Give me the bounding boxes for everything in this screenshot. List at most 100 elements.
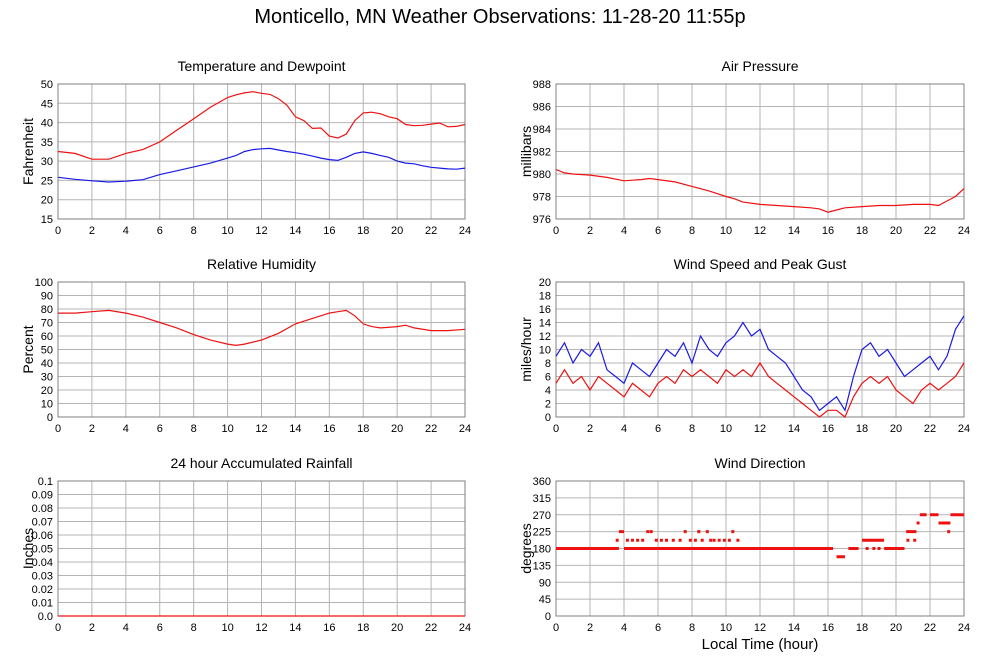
direction-direction-point — [678, 538, 682, 542]
temp-ytick-label: 50 — [41, 79, 53, 91]
pressure-ytick-label: 976 — [533, 214, 551, 226]
rain-xtick-label: 24 — [459, 622, 471, 634]
direction-direction-point — [615, 538, 619, 542]
pressure-title: Air Pressure — [721, 58, 798, 74]
wind-ytick-label: 0 — [545, 412, 551, 424]
pressure-ytick-label: 984 — [533, 124, 551, 136]
direction-direction-point — [697, 530, 701, 534]
direction-direction-point — [705, 530, 709, 534]
humidity-ytick-label: 70 — [41, 318, 53, 330]
page-title: Monticello, MN Weather Observations: 11-… — [254, 6, 746, 28]
direction-xtick-label: 10 — [720, 622, 732, 634]
direction-direction-point — [872, 547, 876, 550]
humidity-frame — [57, 281, 466, 418]
wind-xtick-label: 12 — [754, 423, 766, 435]
wind-title: Wind Speed and Peak Gust — [674, 256, 847, 272]
direction-ytick-label: 180 — [533, 544, 551, 556]
rain-ytick-label: 0.06 — [32, 530, 53, 542]
humidity-xtick-label: 22 — [425, 423, 437, 435]
rain-ytick-label: 0.05 — [32, 544, 53, 556]
direction-title: Wind Direction — [714, 455, 805, 471]
direction-xtick-label: 12 — [754, 622, 766, 634]
rain-xtick-label: 20 — [391, 622, 403, 634]
pressure-xtick-label: 22 — [924, 225, 936, 237]
humidity-title: Relative Humidity — [207, 256, 316, 272]
humidity-ytick-label: 100 — [35, 277, 53, 289]
direction-ytick-label: 225 — [533, 527, 551, 539]
wind-xtick-label: 14 — [788, 423, 800, 435]
pressure-ylabel: millibars — [518, 126, 534, 177]
direction-xtick-label: 0 — [553, 622, 559, 634]
wind-series-1-line — [555, 361, 965, 418]
wind-ytick-label: 18 — [539, 291, 551, 303]
direction-direction-point — [654, 538, 658, 542]
temp-ylabel: Fahrenheit — [20, 118, 36, 185]
direction-xtick-label: 8 — [689, 622, 695, 634]
humidity-ytick-label: 50 — [41, 345, 53, 357]
rain-xtick-label: 12 — [255, 622, 267, 634]
humidity-ytick-label: 0 — [47, 412, 53, 424]
temp-xtick-label: 10 — [221, 225, 233, 237]
temp-series-1-line — [57, 147, 466, 183]
direction-ylabel: degrees — [518, 523, 534, 574]
direction-direction-point — [877, 547, 881, 550]
wind-ytick-label: 2 — [545, 399, 551, 411]
temp-title: Temperature and Dewpoint — [177, 58, 345, 74]
direction-ytick-label: 360 — [533, 476, 551, 488]
pressure-frame — [555, 83, 965, 220]
humidity-xtick-label: 18 — [357, 423, 369, 435]
direction-direction-point — [646, 530, 650, 534]
temp-xtick-label: 2 — [89, 225, 95, 237]
rain-xtick-label: 0 — [55, 622, 61, 634]
direction-xtick-label: 22 — [924, 622, 936, 634]
pressure-xtick-label: 2 — [587, 225, 593, 237]
direction-ytick-label: 45 — [539, 594, 551, 606]
rain-ytick-label: 0.03 — [32, 571, 53, 583]
rain-xtick-label: 16 — [323, 622, 335, 634]
pressure-ytick-label: 980 — [533, 169, 551, 181]
rain-ytick-label: 0.01 — [32, 598, 53, 610]
direction-direction-point — [693, 538, 697, 542]
rain-ytick-label: 0.09 — [32, 490, 53, 502]
temp-xtick-label: 4 — [123, 225, 129, 237]
wind-ytick-label: 6 — [545, 372, 551, 384]
wind-xtick-label: 10 — [720, 423, 732, 435]
temp-ytick-label: 40 — [41, 118, 53, 130]
direction-direction-point — [916, 521, 920, 525]
rain-xtick-label: 18 — [357, 622, 369, 634]
humidity-series-0-line — [58, 309, 466, 347]
direction-direction-point — [625, 538, 629, 542]
pressure-xtick-label: 0 — [553, 225, 559, 237]
direction-xtick-label: 18 — [856, 622, 868, 634]
humidity-ytick-label: 10 — [41, 399, 53, 411]
wind-xtick-label: 18 — [856, 423, 868, 435]
direction-ytick-label: 315 — [533, 493, 551, 505]
wind-ytick-label: 12 — [539, 331, 551, 343]
temp-ytick-label: 20 — [41, 195, 53, 207]
pressure-xtick-label: 18 — [856, 225, 868, 237]
rain-xtick-label: 10 — [221, 622, 233, 634]
direction-direction-point — [865, 547, 869, 550]
wind-ytick-label: 20 — [539, 277, 551, 289]
direction-direction-point — [717, 538, 721, 542]
temp-series-0-line — [57, 91, 466, 160]
temp-xtick-label: 20 — [391, 225, 403, 237]
rain-xtick-label: 22 — [425, 622, 437, 634]
temp-ytick-label: 45 — [41, 98, 53, 110]
temp-xtick-label: 8 — [191, 225, 197, 237]
rain-ytick-label: 0.04 — [32, 557, 53, 569]
humidity-xtick-label: 14 — [289, 423, 301, 435]
direction-direction-point — [727, 538, 731, 542]
direction-direction-point — [649, 530, 653, 534]
rain-xtick-label: 14 — [289, 622, 301, 634]
direction-xtick-label: 6 — [655, 622, 661, 634]
rain-ylabel: Inches — [20, 528, 36, 569]
temp-ytick-label: 30 — [41, 156, 53, 168]
direction-xtick-label: 14 — [788, 622, 800, 634]
humidity-xtick-label: 8 — [191, 423, 197, 435]
x-axis-label: Local Time (hour) — [701, 636, 819, 653]
pressure-xtick-label: 24 — [958, 225, 970, 237]
